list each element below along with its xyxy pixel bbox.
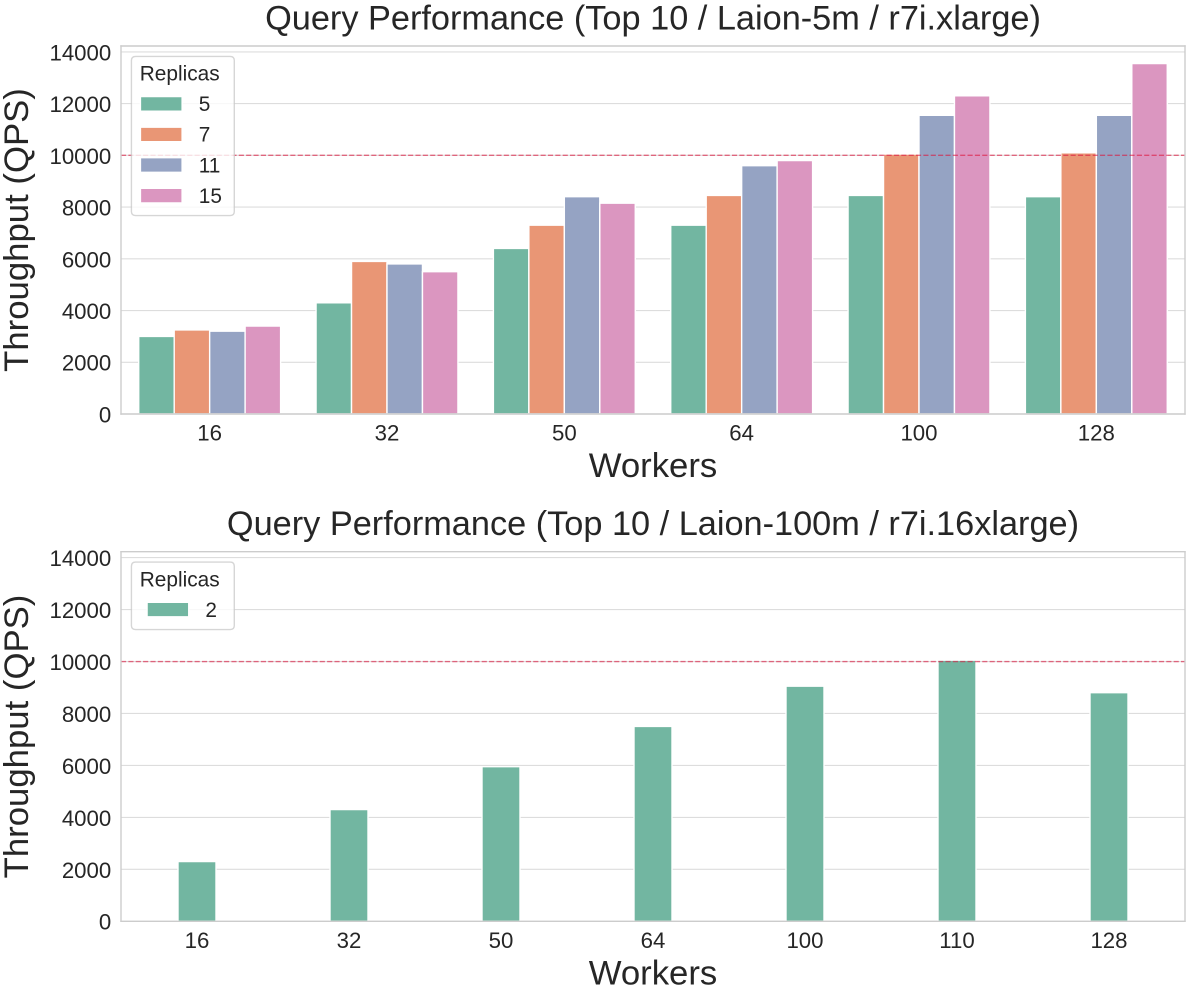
- svg-text:50: 50: [552, 421, 577, 446]
- svg-text:0: 0: [99, 910, 111, 935]
- svg-text:15: 15: [199, 185, 222, 208]
- svg-text:128: 128: [1078, 421, 1115, 446]
- svg-text:64: 64: [729, 421, 754, 446]
- svg-text:Query Performance (Top 10 / La: Query Performance (Top 10 / Laion-100m /…: [227, 505, 1079, 543]
- svg-text:Replicas: Replicas: [140, 568, 220, 591]
- svg-text:Workers: Workers: [589, 954, 718, 992]
- svg-text:32: 32: [375, 421, 400, 446]
- svg-text:100: 100: [900, 421, 937, 446]
- svg-text:Throughput (QPS): Throughput (QPS): [0, 595, 36, 879]
- svg-text:12000: 12000: [49, 598, 111, 623]
- svg-text:16: 16: [185, 928, 210, 953]
- svg-text:110: 110: [939, 928, 974, 953]
- svg-text:6000: 6000: [62, 247, 111, 272]
- svg-text:128: 128: [1090, 928, 1127, 953]
- svg-text:4000: 4000: [62, 806, 111, 831]
- svg-text:7: 7: [199, 124, 211, 147]
- svg-text:Query Performance (Top 10 / La: Query Performance (Top 10 / Laion-5m / r…: [265, 0, 1041, 37]
- svg-text:14000: 14000: [49, 546, 111, 571]
- svg-text:10000: 10000: [49, 144, 111, 169]
- svg-text:8000: 8000: [62, 196, 111, 221]
- svg-text:2000: 2000: [62, 351, 111, 376]
- svg-text:11: 11: [199, 154, 221, 177]
- svg-text:16: 16: [197, 421, 222, 446]
- svg-text:10000: 10000: [49, 650, 111, 675]
- svg-text:5: 5: [199, 93, 211, 116]
- svg-text:100: 100: [786, 928, 823, 953]
- svg-text:50: 50: [489, 928, 514, 953]
- svg-text:4000: 4000: [62, 299, 111, 324]
- svg-text:Workers: Workers: [589, 447, 718, 485]
- svg-text:64: 64: [641, 928, 666, 953]
- svg-text:6000: 6000: [62, 754, 111, 779]
- svg-text:Replicas: Replicas: [140, 63, 220, 86]
- svg-text:0: 0: [99, 402, 111, 427]
- svg-text:8000: 8000: [62, 702, 111, 727]
- svg-text:32: 32: [337, 928, 362, 953]
- svg-text:Throughput (QPS): Throughput (QPS): [0, 88, 36, 372]
- svg-text:2000: 2000: [62, 858, 111, 883]
- svg-text:14000: 14000: [49, 40, 111, 65]
- svg-text:12000: 12000: [49, 92, 111, 117]
- svg-text:2: 2: [205, 599, 217, 622]
